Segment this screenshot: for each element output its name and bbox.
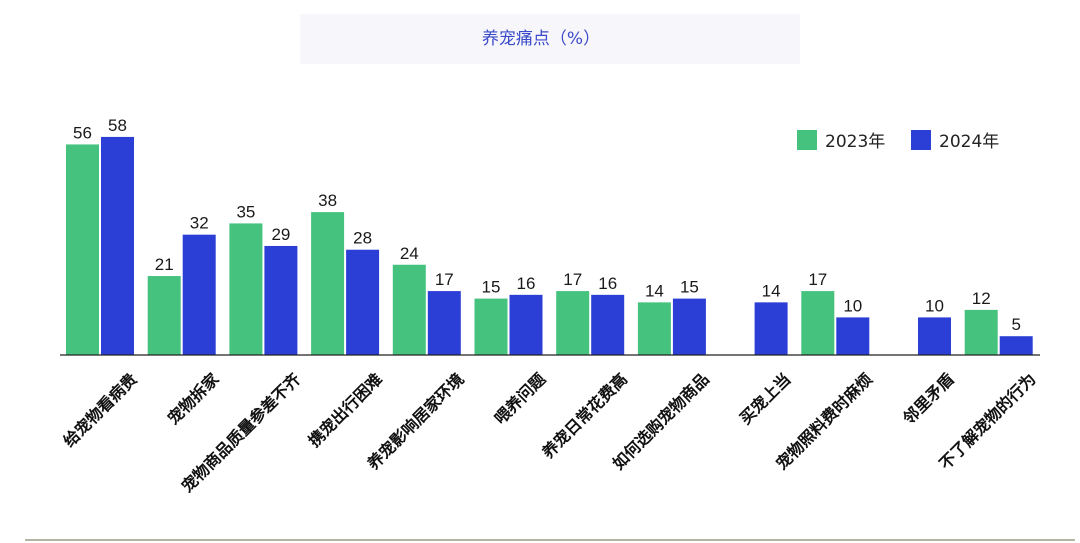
bar-value-label: 24 — [400, 244, 419, 263]
bar-value-label: 58 — [108, 116, 127, 135]
bar-value-label: 15 — [680, 278, 699, 297]
bar-2023年-养宠影响居家环境 — [392, 264, 426, 355]
bar-2023年-喂养问题 — [474, 298, 508, 355]
bar-2023年-养宠日常花费高 — [556, 291, 590, 355]
bar-2023年-携宠出行困难 — [311, 212, 345, 355]
bar-2024年-买宠上当 — [754, 302, 788, 355]
bars-layer — [66, 136, 1033, 355]
bar-2023年-不了解宠物的行为 — [964, 309, 998, 355]
bar-value-label: 21 — [155, 255, 174, 274]
bar-value-label: 12 — [972, 289, 991, 308]
bar-2023年-宠物照料费时麻烦 — [801, 291, 835, 355]
bar-2024年-养宠日常花费高 — [591, 294, 625, 355]
bar-2024年-宠物商品质量参差不齐 — [264, 245, 298, 355]
category-label: 携宠出行困难 — [305, 369, 386, 450]
bar-2024年-养宠影响居家环境 — [427, 291, 461, 355]
legend-label: 2023年 — [825, 132, 885, 152]
bar-value-label: 14 — [762, 281, 781, 300]
legend-swatch — [797, 130, 817, 150]
bar-value-label: 16 — [517, 274, 536, 293]
bar-value-label: 14 — [645, 281, 664, 300]
bar-value-label: 17 — [808, 270, 827, 289]
bar-value-label: 38 — [318, 191, 337, 210]
bar-value-label: 28 — [353, 229, 372, 248]
bar-value-label: 10 — [925, 296, 944, 315]
bar-2024年-携宠出行困难 — [346, 249, 380, 355]
legend-label: 2024年 — [939, 132, 999, 152]
bar-value-label: 10 — [843, 296, 862, 315]
bar-2024年-宠物照料费时麻烦 — [836, 317, 870, 355]
category-label: 买宠上当 — [736, 369, 795, 428]
bar-2023年-宠物拆家 — [147, 276, 181, 355]
bar-value-label: 17 — [435, 270, 454, 289]
bar-2023年-给宠物看病贵 — [66, 144, 99, 355]
category-label: 养宠日常花费高 — [538, 369, 631, 462]
category-label: 喂养问题 — [491, 369, 550, 428]
category-label: 宠物拆家 — [164, 369, 223, 428]
bar-value-label: 5 — [1011, 315, 1020, 334]
bar-2024年-如何选购宠物商品 — [672, 298, 706, 355]
bar-2024年-喂养问题 — [509, 294, 543, 355]
bar-2023年-宠物商品质量参差不齐 — [229, 223, 263, 355]
bar-value-labels: 56 58 21 32 35 29 38 28 24 17 15 16 17 16 14 15 14 17 10 10… — [73, 116, 1021, 334]
bar-value-label: 15 — [482, 278, 501, 297]
bar-value-label: 56 — [73, 123, 92, 142]
bar-2023年-如何选购宠物商品 — [637, 302, 671, 355]
chart-title: 养宠痛点（%） — [482, 29, 600, 49]
category-label: 给宠物看病贵 — [60, 369, 141, 450]
bar-2024年-宠物拆家 — [182, 234, 216, 355]
bar-value-label: 35 — [236, 202, 255, 221]
bar-2024年-不了解宠物的行为 — [999, 336, 1033, 355]
category-label: 邻里矛盾 — [899, 369, 958, 428]
bar-value-label: 32 — [190, 214, 209, 233]
bar-2024年-给宠物看病贵 — [101, 136, 134, 355]
legend: 2023年 2024年 — [797, 130, 999, 152]
bar-2024年-邻里矛盾 — [918, 317, 951, 355]
bar-value-label: 29 — [271, 225, 290, 244]
bar-value-label: 17 — [563, 270, 582, 289]
bar-value-label: 16 — [598, 274, 617, 293]
title-banner — [300, 14, 800, 64]
legend-swatch — [911, 130, 931, 150]
